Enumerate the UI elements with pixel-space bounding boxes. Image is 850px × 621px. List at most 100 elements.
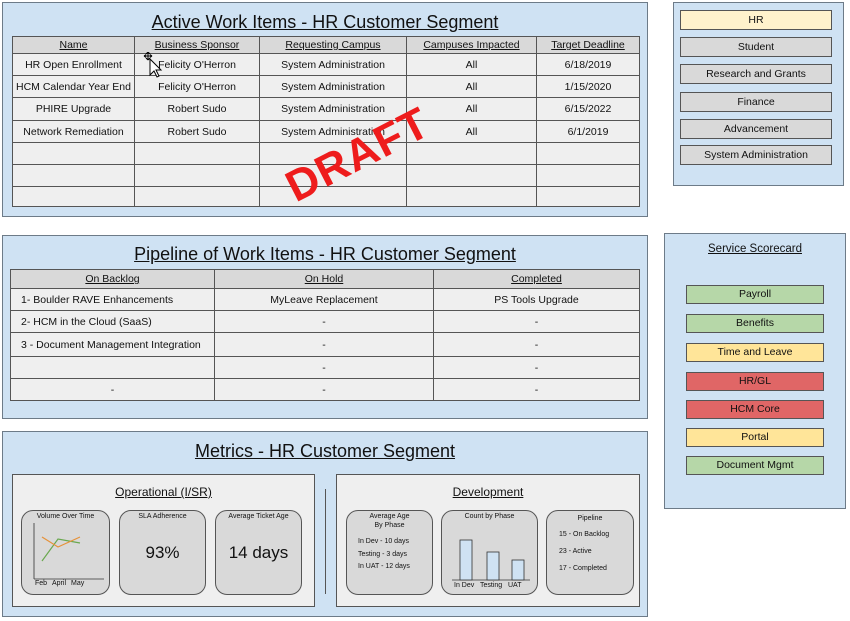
segment-button-advancement[interactable]: Advancement [680, 119, 832, 139]
cell-deadline: 1/15/2020 [536, 75, 640, 98]
cell-name [12, 164, 135, 187]
cell-deadline: 6/18/2019 [536, 53, 640, 76]
segment-button-hr[interactable]: HR [680, 10, 832, 30]
metrics-panel: Metrics - HR Customer Segment Operationa… [2, 431, 648, 617]
cell-name: PHIRE Upgrade [12, 97, 135, 121]
pipeline-summary-title: Pipeline [577, 515, 603, 522]
x-tick-label: UAT [508, 582, 522, 589]
segment-button-system-administration[interactable]: System Administration [680, 145, 832, 165]
cell-sponsor: Robert Sudo [134, 120, 260, 143]
average-ticket-age-title: Average Ticket Age [228, 513, 289, 520]
scorecard-item-benefits[interactable]: Benefits [686, 314, 824, 333]
active-work-items-table: Name Business Sponsor Requesting Campus … [12, 36, 640, 207]
cell-impacted: All [406, 97, 537, 121]
volume-line-chart [33, 523, 104, 580]
table-row: 1- Boulder RAVE Enhancements MyLeave Rep… [10, 288, 640, 311]
customer-segments-panel: HR Student Research and Grants Finance A… [673, 2, 844, 186]
average-age-line: In UAT - 12 days [358, 563, 410, 570]
divider [325, 489, 326, 594]
pipeline-summary-tile: Pipeline 15 - On Backlog 23 - Active 17 … [546, 510, 634, 595]
column-header-requesting-campus: Requesting Campus [259, 36, 407, 54]
segment-button-research-and-grants[interactable]: Research and Grants [680, 64, 832, 84]
table-row: HR Open Enrollment Felicity O'Herron Sys… [12, 53, 640, 76]
cell-impacted [406, 164, 537, 187]
development-subpanel: Development Average Age By Phase In Dev … [336, 474, 640, 607]
cell-campus [259, 186, 407, 207]
table-row: PHIRE Upgrade Robert Sudo System Adminis… [12, 97, 640, 121]
x-tick-label: In Dev [454, 582, 475, 589]
cell-deadline: 6/1/2019 [536, 120, 640, 143]
scorecard-item-hcm-core[interactable]: HCM Core [686, 400, 824, 419]
scorecard-item-hr-gl[interactable]: HR/GL [686, 372, 824, 391]
cell-sponsor [134, 142, 260, 165]
column-header-completed: Completed [433, 269, 640, 289]
cell-on-hold: - [214, 378, 434, 401]
column-header-campuses-impacted: Campuses Impacted [406, 36, 537, 54]
cell-backlog: - [10, 378, 215, 401]
active-work-items-title: Active Work Items - HR Customer Segment [151, 12, 499, 32]
average-age-by-phase-tile: Average Age By Phase In Dev - 10 days Te… [346, 510, 433, 595]
column-header-business-sponsor: Business Sponsor [134, 36, 260, 54]
cell-on-hold: - [214, 356, 434, 379]
pipeline-summary-line: 15 - On Backlog [559, 531, 610, 538]
volume-over-time-tile: Volume Over Time Feb April May [21, 510, 110, 595]
average-ticket-age-value: 14 days [228, 543, 289, 562]
service-scorecard-title: Service Scorecard [708, 243, 802, 255]
active-work-items-panel: Active Work Items - HR Customer Segment … [2, 2, 648, 217]
bar [486, 551, 500, 581]
cell-impacted: All [406, 75, 537, 98]
table-row: Network Remediation Robert Sudo System A… [12, 120, 640, 143]
scorecard-item-time-and-leave[interactable]: Time and Leave [686, 343, 824, 362]
cell-completed: - [433, 356, 640, 379]
cell-sponsor [134, 164, 260, 187]
cell-impacted [406, 186, 537, 207]
cell-backlog: 3 - Document Management Integration [10, 332, 215, 357]
count-by-phase-tile: Count by Phase In Dev Testing UAT [441, 510, 538, 595]
table-row: - - - [10, 378, 640, 401]
scorecard-item-document-mgmt[interactable]: Document Mgmt [686, 456, 824, 475]
cell-sponsor: Robert Sudo [134, 97, 260, 121]
sla-adherence-tile: SLA Adherence 93% [119, 510, 206, 595]
table-row: 3 - Document Management Integration - - [10, 332, 640, 357]
average-ticket-age-tile: Average Ticket Age 14 days [215, 510, 302, 595]
scorecard-item-payroll[interactable]: Payroll [686, 285, 824, 304]
bar [459, 539, 473, 581]
cell-campus [259, 164, 407, 187]
pipeline-title: Pipeline of Work Items - HR Customer Seg… [134, 244, 516, 264]
cell-backlog [10, 356, 215, 379]
pipeline-table: On Backlog On Hold Completed 1- Boulder … [10, 269, 640, 401]
cell-sponsor: Felicity O'Herron [134, 75, 260, 98]
cell-deadline [536, 164, 640, 187]
cell-impacted: All [406, 120, 537, 143]
average-age-title: Average Age [369, 513, 410, 520]
column-header-on-backlog: On Backlog [10, 269, 215, 289]
column-header-target-deadline: Target Deadline [536, 36, 640, 54]
cell-impacted: All [406, 53, 537, 76]
metrics-title: Metrics - HR Customer Segment [194, 441, 456, 461]
move-cursor-icon [143, 52, 163, 78]
cell-deadline [536, 186, 640, 207]
x-tick-label: Testing [480, 582, 503, 589]
cell-name [12, 186, 135, 207]
x-tick-label: April [52, 580, 67, 587]
cell-campus: System Administration [259, 75, 407, 98]
cell-name [12, 142, 135, 165]
cell-name: HCM Calendar Year End [12, 75, 135, 98]
cell-on-hold: - [214, 310, 434, 333]
service-scorecard-panel: Service Scorecard Payroll Benefits Time … [664, 233, 846, 509]
series-line-green [41, 538, 81, 562]
average-age-subtitle: By Phase [374, 522, 405, 529]
x-tick-label: May [71, 580, 85, 587]
scorecard-item-portal[interactable]: Portal [686, 428, 824, 447]
cell-completed: - [433, 378, 640, 401]
count-by-phase-title: Count by Phase [464, 513, 515, 520]
volume-over-time-title: Volume Over Time [36, 513, 95, 520]
cell-name: HR Open Enrollment [12, 53, 135, 76]
segment-button-finance[interactable]: Finance [680, 92, 832, 112]
segment-button-student[interactable]: Student [680, 37, 832, 57]
table-row: HCM Calendar Year End Felicity O'Herron … [12, 75, 640, 98]
pipeline-panel: Pipeline of Work Items - HR Customer Seg… [2, 235, 648, 419]
cell-on-hold: - [214, 332, 434, 357]
table-row: 2- HCM in the Cloud (SaaS) - - [10, 310, 640, 333]
cell-completed: - [433, 332, 640, 357]
